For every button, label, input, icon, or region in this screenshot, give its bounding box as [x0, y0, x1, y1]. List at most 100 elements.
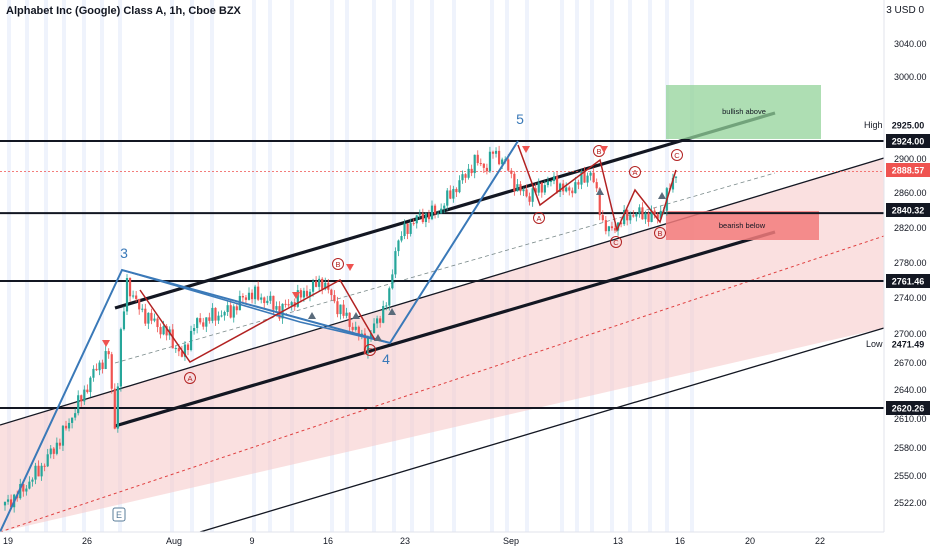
- channel-lower-line: [199, 327, 885, 533]
- candle-body: [620, 222, 623, 225]
- price-scale-header[interactable]: 3 USD 0: [886, 5, 924, 16]
- grid-band: [345, 0, 349, 532]
- candle-body: [433, 205, 437, 214]
- candle-body: [171, 329, 174, 349]
- candle-body: [31, 479, 34, 482]
- grid-band: [505, 0, 509, 532]
- candle-body: [330, 289, 333, 296]
- time-tick-label: 23: [400, 536, 410, 546]
- time-tick-label: Sep: [503, 536, 519, 546]
- level-tag-bg: [886, 274, 930, 288]
- candle-body: [110, 354, 113, 389]
- candle-body: [263, 297, 266, 304]
- high-tag-bg: [886, 118, 930, 132]
- candle-body: [46, 454, 49, 467]
- price-axis[interactable]: 2522.00 2550.00 2580.00 2610.00 2640.00 2670.…: [864, 0, 932, 550]
- candle-body: [540, 182, 543, 193]
- candle-body: [464, 174, 467, 178]
- candle-body: [613, 228, 617, 231]
- price-tick-label: 2522.00: [894, 498, 927, 508]
- candle-body: [421, 213, 424, 223]
- candle-body: [211, 307, 214, 321]
- candle-body: [607, 226, 610, 232]
- candle-body: [415, 215, 418, 224]
- candle-body: [3, 501, 7, 506]
- grid-band: [7, 0, 11, 532]
- level-tag-text: 2620.26: [892, 404, 925, 414]
- time-tick-label: 16: [675, 536, 685, 546]
- candle-body: [507, 159, 510, 171]
- subwave-circle: [610, 236, 622, 248]
- candle-body: [299, 290, 302, 298]
- candle-body: [354, 326, 357, 330]
- candle-body: [513, 173, 516, 192]
- candle-body: [446, 190, 449, 206]
- signal-triangle-down: [102, 340, 110, 347]
- candle-body: [132, 295, 135, 297]
- candle-body: [372, 323, 376, 334]
- candle-body: [479, 163, 482, 165]
- candle-body: [571, 190, 574, 194]
- candle-body: [196, 318, 199, 329]
- chart-title: Alphabet Inc (Google) Class A, 1h, Cboe …: [6, 5, 241, 17]
- price-tick-label: 3040.00: [894, 39, 927, 49]
- level-tag-text: 2761.46: [892, 277, 925, 287]
- grid-band: [330, 0, 334, 532]
- low-tag-bg: [886, 337, 930, 351]
- high-label: High: [864, 120, 883, 130]
- signal-triangle-up: [658, 192, 666, 199]
- candle-body: [641, 207, 644, 220]
- candle-body: [226, 305, 229, 313]
- subwave-circle: [629, 166, 641, 178]
- price-scale-number: 3: [886, 5, 892, 16]
- candle-body: [647, 213, 650, 222]
- candle-body: [244, 297, 248, 300]
- candle-body: [409, 223, 412, 234]
- candle-body: [275, 306, 278, 310]
- candle-body: [595, 182, 598, 189]
- candle-body: [107, 351, 110, 355]
- candle-body: [549, 181, 553, 183]
- grid-band: [430, 0, 434, 532]
- bear-box-label: bearish below: [719, 221, 766, 230]
- candle-body: [333, 295, 336, 302]
- elliott-wave-drawings: 3 4 5 A B C A B C A B C E: [0, 111, 683, 533]
- time-tick-label: 22: [815, 536, 825, 546]
- candle-body: [394, 251, 397, 275]
- candle-body: [199, 318, 202, 323]
- time-tick-label: 26: [82, 536, 92, 546]
- candle-body: [574, 182, 577, 194]
- candle-body: [455, 188, 458, 193]
- candle-body: [403, 223, 406, 237]
- candle-body: [650, 210, 653, 222]
- candle-body: [525, 189, 528, 197]
- candle-body: [302, 290, 305, 298]
- candle-body: [656, 214, 659, 219]
- grid-band: [372, 0, 376, 532]
- candle-body: [49, 448, 52, 455]
- channel-upper-line: [0, 157, 885, 426]
- candle-body: [400, 236, 403, 241]
- candle-body: [501, 159, 504, 165]
- candle-body: [580, 171, 583, 185]
- grid-band: [210, 0, 214, 532]
- candle-body: [470, 168, 473, 174]
- candle-body: [92, 368, 95, 378]
- candle-body: [6, 499, 10, 502]
- level-tag-bg: [886, 203, 930, 217]
- time-axis[interactable]: 19 26 Aug 9 16 23 Sep 13 16 20 22: [0, 531, 932, 550]
- horizontal-levels: [0, 140, 884, 409]
- candle-body: [598, 188, 601, 216]
- trendline-lower-bold: [114, 230, 776, 428]
- grid-band: [170, 0, 174, 532]
- level-tag-text: 2924.00: [892, 137, 925, 147]
- signal-triangle-up: [374, 334, 382, 341]
- candle-body: [592, 172, 595, 183]
- price-tick-label: 2580.00: [894, 443, 927, 453]
- channel-fill: [0, 158, 884, 532]
- candle-body: [241, 295, 244, 298]
- level-tag-bg: [886, 401, 930, 415]
- candle-body: [214, 307, 217, 321]
- candle-body: [629, 215, 632, 221]
